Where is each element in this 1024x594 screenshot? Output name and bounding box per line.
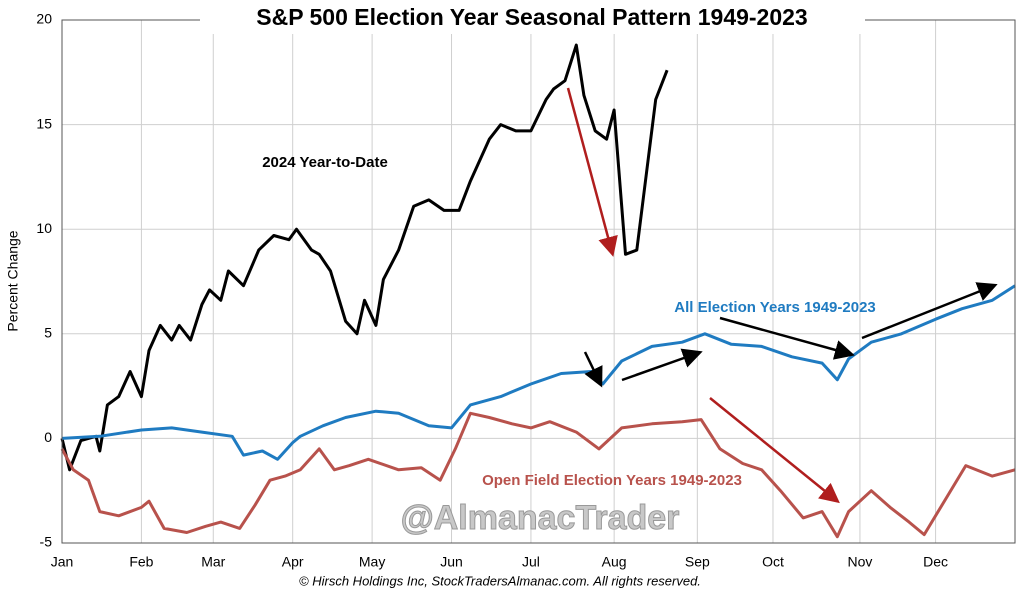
y-tick-label: 15 bbox=[36, 115, 52, 131]
y-tick-label: 10 bbox=[36, 220, 52, 236]
series-line bbox=[60, 411, 1016, 539]
title-bg bbox=[200, 4, 865, 34]
x-tick-label: Jul bbox=[522, 554, 540, 570]
arrow bbox=[861, 282, 998, 340]
x-tick-label: Sep bbox=[685, 554, 710, 570]
x-tick-label: Feb bbox=[129, 554, 153, 570]
x-tick-label: May bbox=[359, 554, 385, 570]
y-axis-label: Percent Change bbox=[5, 230, 21, 331]
arrows bbox=[566, 87, 998, 504]
chart-title: S&P 500 Election Year Seasonal Pattern 1… bbox=[256, 4, 807, 30]
series-label: 2024 Year-to-Date bbox=[262, 154, 388, 171]
lines bbox=[60, 43, 1016, 539]
x-tick-label: Jan bbox=[51, 554, 74, 570]
arrow bbox=[583, 351, 603, 388]
series-line bbox=[61, 284, 1016, 461]
x-tick-label: Apr bbox=[282, 554, 304, 570]
plot-frame bbox=[61, 19, 1016, 544]
arrow bbox=[709, 397, 840, 504]
arrow bbox=[621, 348, 703, 382]
x-tick-label: Aug bbox=[602, 554, 627, 570]
series-line bbox=[60, 43, 669, 472]
y-tick-label: -5 bbox=[40, 534, 53, 550]
footer: © Hirsch Holdings Inc, StockTradersAlman… bbox=[299, 573, 701, 588]
x-tick-label: Nov bbox=[847, 554, 872, 570]
x-tick-label: Oct bbox=[762, 554, 784, 570]
x-tick-label: Jun bbox=[440, 554, 463, 570]
series-label: All Election Years 1949-2023 bbox=[674, 299, 876, 316]
y-tick-label: 5 bbox=[44, 325, 52, 341]
y-tick-label: 0 bbox=[44, 429, 52, 445]
x-tick-label: Mar bbox=[201, 554, 225, 570]
x-tick-label: Dec bbox=[923, 554, 948, 570]
arrow bbox=[566, 87, 618, 257]
arrow bbox=[719, 316, 855, 360]
series-label: Open Field Election Years 1949-2023 bbox=[482, 472, 742, 489]
grid bbox=[61, 19, 1015, 544]
y-tick-label: 20 bbox=[36, 11, 52, 27]
watermark: @AlmanacTrader bbox=[401, 499, 680, 537]
